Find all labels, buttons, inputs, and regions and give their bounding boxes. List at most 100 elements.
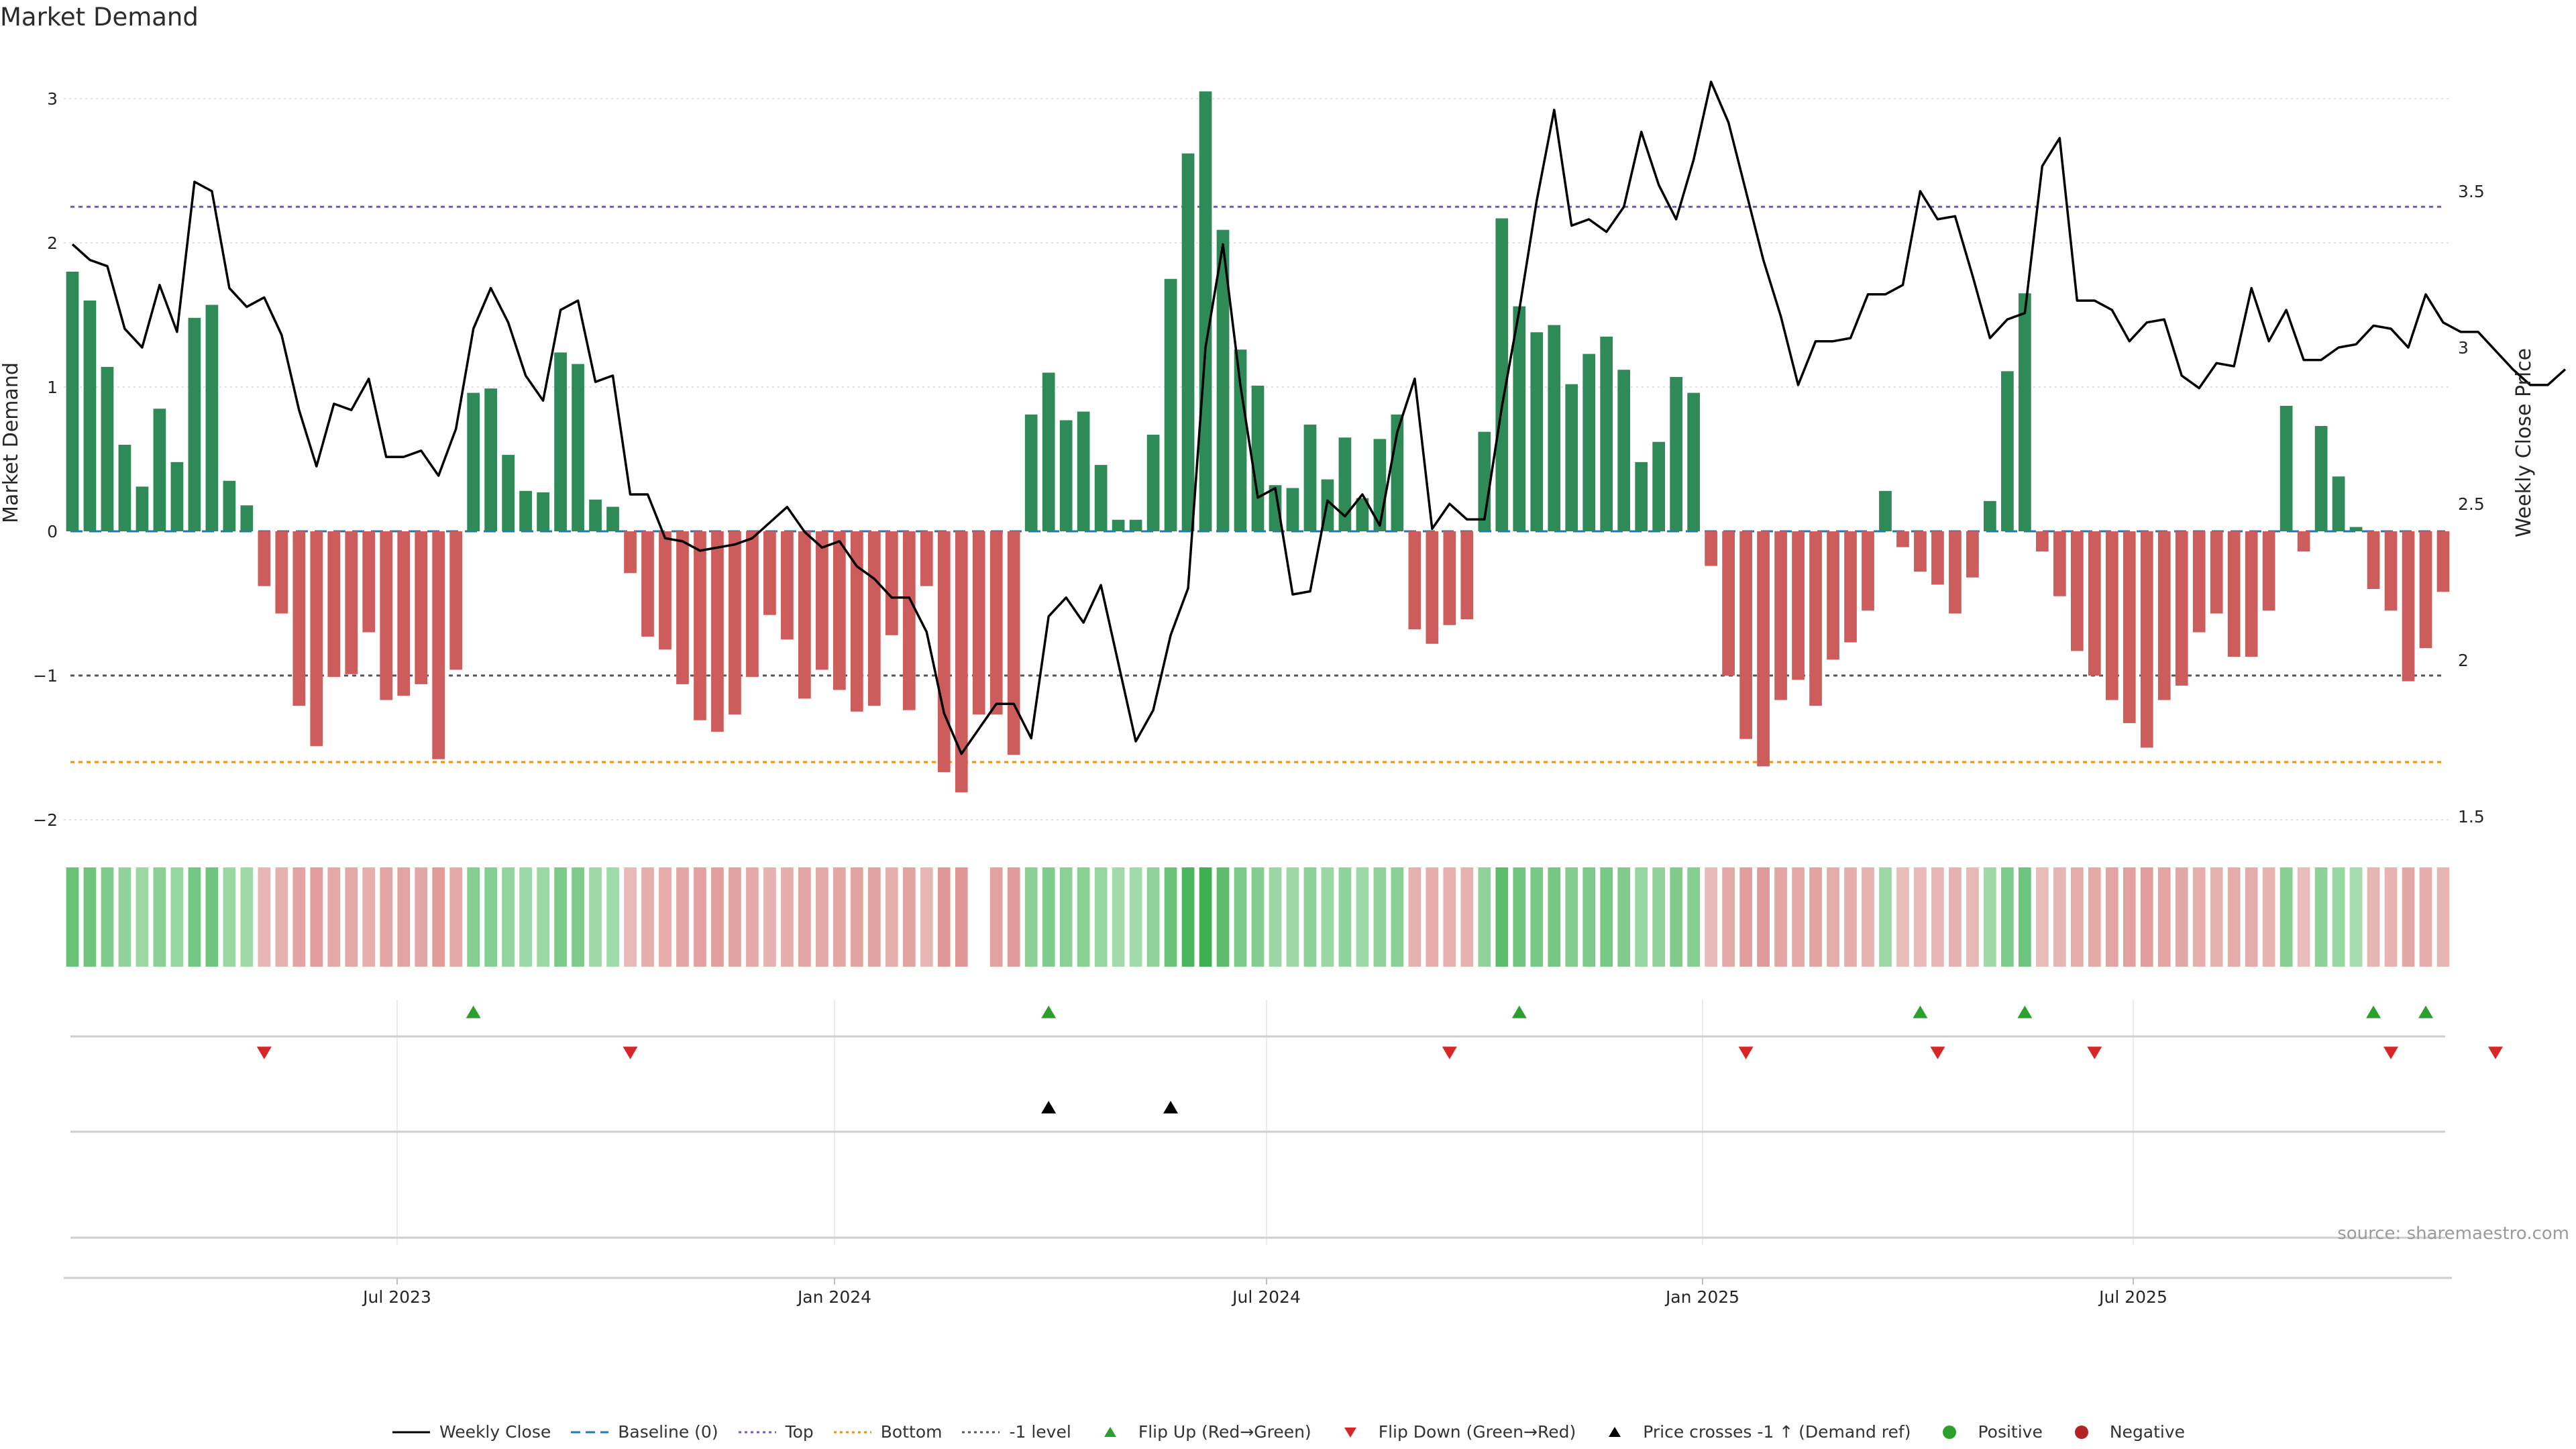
source-note: source: sharemaestro.com: [2337, 1224, 2569, 1244]
triangle-up-icon: [1104, 1426, 1116, 1437]
heat-strip-cell: [1112, 867, 1125, 967]
heat-strip-cell: [1338, 867, 1352, 967]
heat-strip-cell: [1949, 867, 1962, 967]
legend-label: Flip Down (Green→Red): [1378, 1422, 1576, 1442]
demand-bar-positive: [1234, 350, 1247, 531]
demand-bar-negative: [2262, 531, 2275, 611]
demand-bar-positive: [1094, 465, 1108, 531]
heat-strip-cell: [2384, 867, 2398, 967]
demand-bar-positive: [101, 366, 114, 531]
heat-strip-cell: [1530, 867, 1544, 967]
demand-bar-negative: [275, 531, 288, 614]
demand-bar-negative: [1931, 531, 1944, 585]
heat-strip-cell: [955, 867, 968, 967]
heat-strip-cell: [2001, 867, 2014, 967]
demand-bar-negative: [659, 531, 672, 650]
heat-strip-cell: [1373, 867, 1387, 967]
heat-strip-cell: [2070, 867, 2084, 967]
demand-bar-negative: [2053, 531, 2066, 596]
demand-bar-negative: [2105, 531, 2118, 700]
heat-strip-cell: [2314, 867, 2328, 967]
weekly-close-line: [71, 80, 2567, 755]
demand-bar-positive: [1652, 441, 1666, 531]
flip-down-marker: [256, 1046, 272, 1059]
heat-strip-cell: [153, 867, 166, 967]
heat-strip-cell: [1303, 867, 1317, 967]
heat-strip-cell: [345, 867, 358, 967]
demand-bar-positive: [554, 352, 567, 531]
y-tick-left: 3: [47, 89, 58, 109]
heat-strip-cell: [1478, 867, 1491, 967]
x-tick-label: Jan 2024: [796, 1287, 871, 1307]
demand-bar-negative: [2367, 531, 2380, 589]
demand-bar-positive: [1600, 336, 1613, 531]
demand-bar-positive: [1269, 485, 1282, 531]
heat-strip-cell: [781, 867, 794, 967]
demand-bar-negative: [1914, 531, 1927, 572]
y-tick-left: 0: [47, 522, 58, 541]
demand-bar-negative: [2175, 531, 2188, 686]
y-tick-right: 2.5: [2458, 494, 2485, 514]
heat-strip-cell: [641, 867, 654, 967]
heat-strip-cell: [2123, 867, 2136, 967]
legend-label: Flip Up (Red→Green): [1138, 1422, 1311, 1442]
heat-strip-cell: [1565, 867, 1578, 967]
demand-bar-positive: [66, 272, 79, 531]
demand-bar-negative: [746, 531, 759, 678]
heat-strip-cell: [1007, 867, 1020, 967]
heat-strip-cell: [589, 867, 602, 967]
demand-bar-positive: [1687, 392, 1700, 531]
flip-up-marker: [1041, 1006, 1057, 1018]
heat-strip-cell: [1251, 867, 1265, 967]
heat-strip-cell: [136, 867, 149, 967]
heat-strip-cell: [1460, 867, 1474, 967]
legend-label: -1 level: [1009, 1422, 1071, 1442]
demand-bar-positive: [572, 364, 584, 531]
demand-bar-positive: [1513, 306, 1526, 531]
flip-down-marker: [2383, 1046, 2399, 1059]
flip-up-marker: [2017, 1006, 2033, 1018]
demand-bar-negative: [2035, 531, 2049, 552]
heat-strip-cell: [763, 867, 776, 967]
heat-strip-cell: [2175, 867, 2188, 967]
y-tick-right: 1.5: [2458, 807, 2485, 826]
legend-item: Baseline (0): [570, 1422, 718, 1442]
heat-strip-cell: [1809, 867, 1822, 967]
demand-bar-positive: [1565, 384, 1578, 531]
heat-strip-cell: [484, 867, 497, 967]
legend-item: Weekly Close: [391, 1422, 551, 1442]
demand-bar-negative: [2070, 531, 2084, 651]
heat-strip-cell: [1181, 867, 1195, 967]
demand-bar-negative: [867, 531, 881, 706]
demand-bar-positive: [136, 486, 149, 531]
demand-bar-positive: [1670, 376, 1683, 531]
demand-bars: [66, 91, 2450, 793]
heat-strip-cell: [1792, 867, 1805, 967]
demand-bar-negative: [729, 531, 741, 715]
heat-strip-cell: [833, 867, 846, 967]
demand-bar-positive: [467, 392, 480, 531]
heat-strip-cell: [1739, 867, 1752, 967]
legend-item: Flip Up (Red→Green): [1090, 1422, 1311, 1442]
demand-bar-positive: [1164, 278, 1177, 531]
demand-bar-negative: [327, 531, 341, 678]
heat-strip-cell: [1635, 867, 1648, 967]
heat-strip-cell: [1931, 867, 1944, 967]
heat-strip-cell: [449, 867, 463, 967]
demand-bar-negative: [2402, 531, 2415, 682]
demand-bar-positive: [537, 492, 549, 531]
triangle-up-icon: [1609, 1426, 1621, 1437]
demand-bar-positive: [2279, 405, 2293, 531]
y-axis-title-right: Weekly Close Price: [2512, 348, 2536, 537]
heat-strip-cell: [676, 867, 689, 967]
demand-bar-negative: [1827, 531, 1839, 660]
heat-strip-cell: [1077, 867, 1090, 967]
demand-bar-positive: [153, 409, 166, 531]
demand-bar-positive: [188, 317, 201, 531]
heat-strip-cell: [659, 867, 672, 967]
legend-label: Price crosses -1 ↑ (Demand ref): [1643, 1422, 1911, 1442]
event-markers: [256, 1006, 2503, 1114]
demand-bar-positive: [484, 388, 497, 531]
dot-icon: [2074, 1425, 2088, 1439]
demand-bar-negative: [711, 531, 724, 732]
